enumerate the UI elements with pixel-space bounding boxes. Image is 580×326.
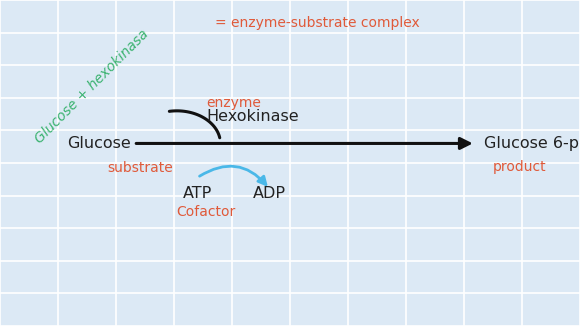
Text: substrate: substrate: [107, 161, 173, 175]
Text: = enzyme-substrate complex: = enzyme-substrate complex: [215, 16, 419, 30]
Text: product: product: [492, 160, 546, 174]
Text: Cofactor: Cofactor: [176, 205, 235, 219]
Text: Glucose: Glucose: [67, 136, 130, 151]
Text: Glucose 6-phospate: Glucose 6-phospate: [484, 136, 580, 151]
Text: ATP: ATP: [183, 186, 212, 201]
Text: Hexokinase: Hexokinase: [206, 109, 299, 124]
Text: ADP: ADP: [253, 186, 286, 201]
Text: Glucose + hexokinasa: Glucose + hexokinasa: [32, 27, 151, 146]
Text: enzyme: enzyme: [206, 96, 261, 110]
